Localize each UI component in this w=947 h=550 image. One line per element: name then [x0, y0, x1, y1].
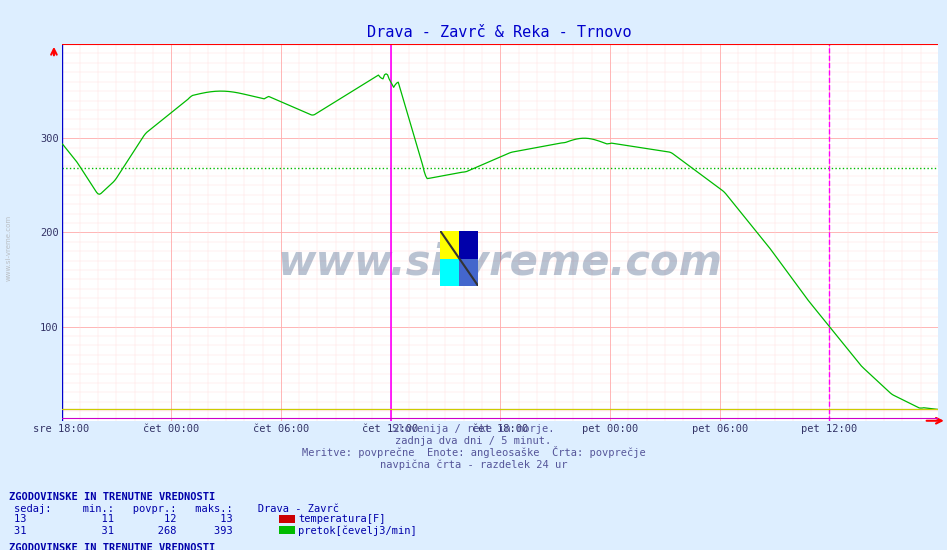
Text: ZGODOVINSKE IN TRENUTNE VREDNOSTI: ZGODOVINSKE IN TRENUTNE VREDNOSTI: [9, 492, 216, 503]
Text: www.si-vreme.com: www.si-vreme.com: [277, 241, 722, 283]
Text: zadnja dva dni / 5 minut.: zadnja dva dni / 5 minut.: [396, 436, 551, 446]
Text: temperatura[F]: temperatura[F]: [298, 514, 385, 525]
Bar: [440, 258, 459, 286]
Text: 31            31       268      393: 31 31 268 393: [14, 525, 233, 536]
Bar: [459, 258, 478, 286]
Text: Slovenija / reke in morje.: Slovenija / reke in morje.: [392, 424, 555, 434]
Bar: [440, 231, 459, 258]
Text: sedaj:     min.:   povpr.:   maks.:    Drava - Zavrč: sedaj: min.: povpr.: maks.: Drava - Zavr…: [14, 503, 339, 514]
Title: Drava - Zavrč & Reka - Trnovo: Drava - Zavrč & Reka - Trnovo: [367, 25, 632, 40]
Text: 13            11        12       13: 13 11 12 13: [14, 514, 233, 525]
Text: Meritve: povprečne  Enote: angleosaške  Črta: povprečje: Meritve: povprečne Enote: angleosaške Čr…: [302, 446, 645, 458]
Text: navpična črta - razdelek 24 ur: navpična črta - razdelek 24 ur: [380, 460, 567, 470]
Text: www.si-vreme.com: www.si-vreme.com: [6, 214, 11, 280]
Text: pretok[čevelj3/min]: pretok[čevelj3/min]: [298, 525, 417, 536]
Bar: [459, 231, 478, 258]
Text: ZGODOVINSKE IN TRENUTNE VREDNOSTI: ZGODOVINSKE IN TRENUTNE VREDNOSTI: [9, 543, 216, 550]
